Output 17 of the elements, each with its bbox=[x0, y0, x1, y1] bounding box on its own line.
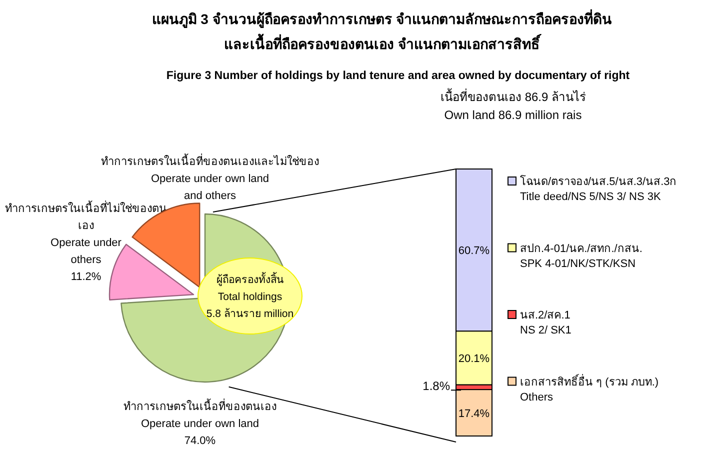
chart-title: เนื้อที่ของตนเอง 86.9 ล้านไร่ Own land 86.9 million rais bbox=[440, 88, 587, 122]
data-label: 1.8% bbox=[422, 379, 450, 394]
legend-label: สปก.4-01/นค./สทก./กสน. SPK 4-01/NK/STK/KSN bbox=[520, 242, 642, 270]
legend-label: เอกสารสิทธิ์อื่น ๆ (รวม ภบท.) Others bbox=[520, 373, 659, 404]
legend-label: โฉนด/ตราจอง/นส.5/นส.3/นส.3ก Title deed/NS 5/NS 3/ NS 3K bbox=[520, 174, 677, 203]
data-label: 17.4% bbox=[458, 408, 490, 420]
data-label: 11.2% bbox=[70, 271, 102, 283]
legend-label: นส.2/สค.1 NS 2/ SK1 bbox=[520, 310, 572, 336]
data-label: 74.0% bbox=[184, 435, 216, 447]
slice-label: ทำการเกษตรในเนื้อที่ของตนเองและไม่ใช่ของ Operate under own land and others bbox=[101, 153, 319, 202]
slice-label: ทำการเกษตรในเนื้อที่ของตนเอง Operate under own land bbox=[124, 398, 276, 430]
text: Figure 3 Number of holdings by land tenure and area owned by documentary of right bbox=[166, 70, 630, 82]
slice-label: ทำการเกษตรในเนื้อที่ไม่ใช่ของตน เอง Operate under others bbox=[5, 200, 167, 266]
text: ผู้ถือครองทั้งสิ้น Total holdings 5.8 ล้านราย million bbox=[206, 272, 294, 320]
data-label: 20.1% bbox=[458, 352, 490, 365]
data-label: 60.7% bbox=[458, 245, 490, 258]
text: แผนภูมิ 3 จำนวนผู้ถือครองทำการเกษตร จำแนกตามลักษณะการถือครองที่ดิน และเนื้อที่ถือครองของตนเอง จำแนกตามเอกสารสิทธิ์ bbox=[152, 9, 612, 52]
